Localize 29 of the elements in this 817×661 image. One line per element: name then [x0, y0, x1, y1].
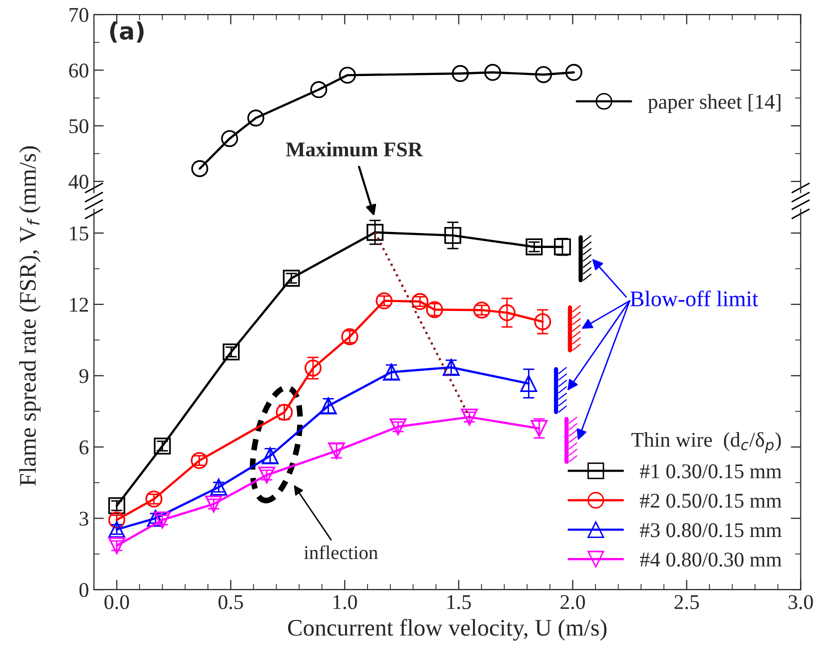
legend-label: #3 0.80/0.15 mm: [640, 523, 782, 538]
y-tick-label: 3: [80, 512, 88, 526]
y-tick-label: 15: [70, 226, 88, 240]
legend-label: #1 0.30/0.15 mm: [640, 464, 782, 478]
annotation: Maximum FSR: [286, 142, 423, 157]
x-axis-title: Concurrent flow velocity, U (m/s): [288, 618, 606, 641]
y-tick-label: 60: [69, 64, 88, 78]
x-tick-label: 0.5: [218, 595, 243, 610]
x-tick-label: 1.0: [334, 595, 357, 610]
y-tick-label: 6: [80, 440, 88, 454]
legend-label: paper sheet [14]: [648, 94, 780, 114]
y-tick-label: 50: [69, 119, 88, 134]
y-tick-label: 12: [70, 298, 88, 312]
annotation: Blow-off limit: [630, 290, 758, 306]
x-tick-label: 2.0: [560, 595, 585, 610]
legend-label: #2 0.50/0.15 mm: [640, 494, 782, 508]
legend-title: Thin wire (d$_{c}$/δ$_{p}$): [631, 432, 781, 454]
annotation: inflection: [304, 545, 378, 560]
x-tick-label: 1.5: [448, 595, 471, 610]
y-tick-label: 0: [79, 582, 88, 598]
legend-label: #4 0.80/0.30 mm: [640, 552, 782, 567]
x-tick-label: 0.0: [104, 595, 129, 610]
y-tick-label: 70: [70, 8, 88, 22]
y-tick-label: 9: [79, 369, 88, 384]
y-axis-title: Flame spread rate (FSR), V$_{f}$ (mm/s): [19, 146, 41, 486]
annotation: (a): [110, 22, 144, 43]
x-tick-label: 3.0: [788, 595, 813, 610]
x-tick-label: 2.5: [674, 595, 699, 610]
y-tick-label: 40: [68, 174, 88, 189]
